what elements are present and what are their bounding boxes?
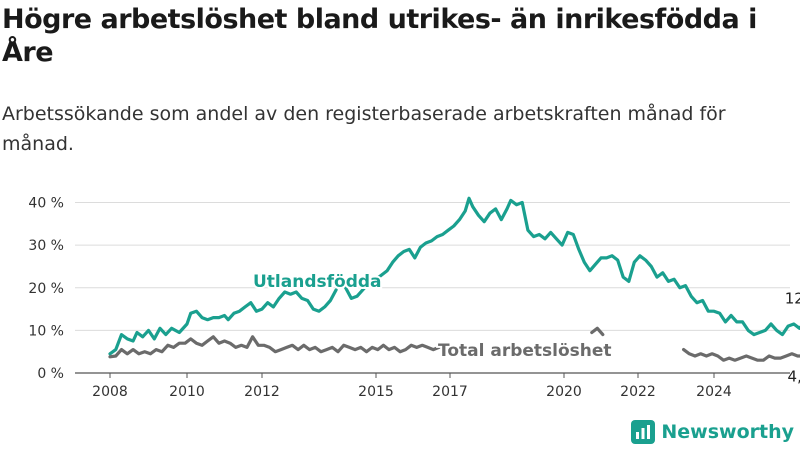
newsworthy-logo: Newsworthy (631, 420, 794, 444)
x-tick-label: 2020 (546, 384, 582, 400)
series-line-total (590, 326, 605, 337)
y-axis-ticks: 0 % 10 % 20 % 30 % 40 % (28, 196, 64, 382)
chart-subtitle: Arbetssökande som andel av den registerb… (2, 103, 726, 155)
y-tick-label: 30 % (28, 238, 64, 254)
chart-title: Högre arbetslöshet bland utrikes- än inr… (2, 4, 757, 68)
series-lines (108, 196, 800, 362)
x-tick-label: 2022 (620, 384, 656, 400)
grid-lines (75, 202, 790, 374)
end-value-label: 12,3 % (785, 290, 800, 308)
y-tick-label: 0 % (37, 366, 64, 382)
x-tick-label: 2008 (92, 384, 128, 400)
series-labels: 12,3 % 4,1 % Utlandsfödda Total arbetslöshe… (251, 270, 800, 386)
line-chart: 0 % 10 % 20 % 30 % 40 % 2008 2010 2012 2015 2017… (28, 196, 800, 400)
y-tick-label: 10 % (28, 323, 64, 339)
series-line-total (682, 348, 800, 362)
bar-chart-logo-icon (631, 420, 656, 444)
brand-name: Newsworthy (661, 421, 794, 443)
x-tick-label: 2017 (432, 384, 468, 400)
x-axis-ticks: 2008 2010 2012 2015 2017 2020 2022 2024 (92, 373, 732, 400)
end-value-label: 4,1 % (788, 368, 800, 386)
x-tick-label: 2010 (169, 384, 205, 400)
y-tick-label: 40 % (28, 196, 64, 212)
series-label-utlandsfodda: Utlandsfödda (253, 272, 382, 292)
series-line-utlandsfodda (108, 288, 338, 356)
series-label-total: Total arbetslöshet (438, 341, 612, 361)
series-line-utlandsfodda (344, 196, 800, 337)
y-tick-label: 20 % (28, 281, 64, 297)
x-tick-label: 2024 (696, 384, 732, 400)
series-line-total (108, 335, 446, 359)
x-tick-label: 2015 (358, 384, 394, 400)
x-tick-label: 2012 (244, 384, 280, 400)
